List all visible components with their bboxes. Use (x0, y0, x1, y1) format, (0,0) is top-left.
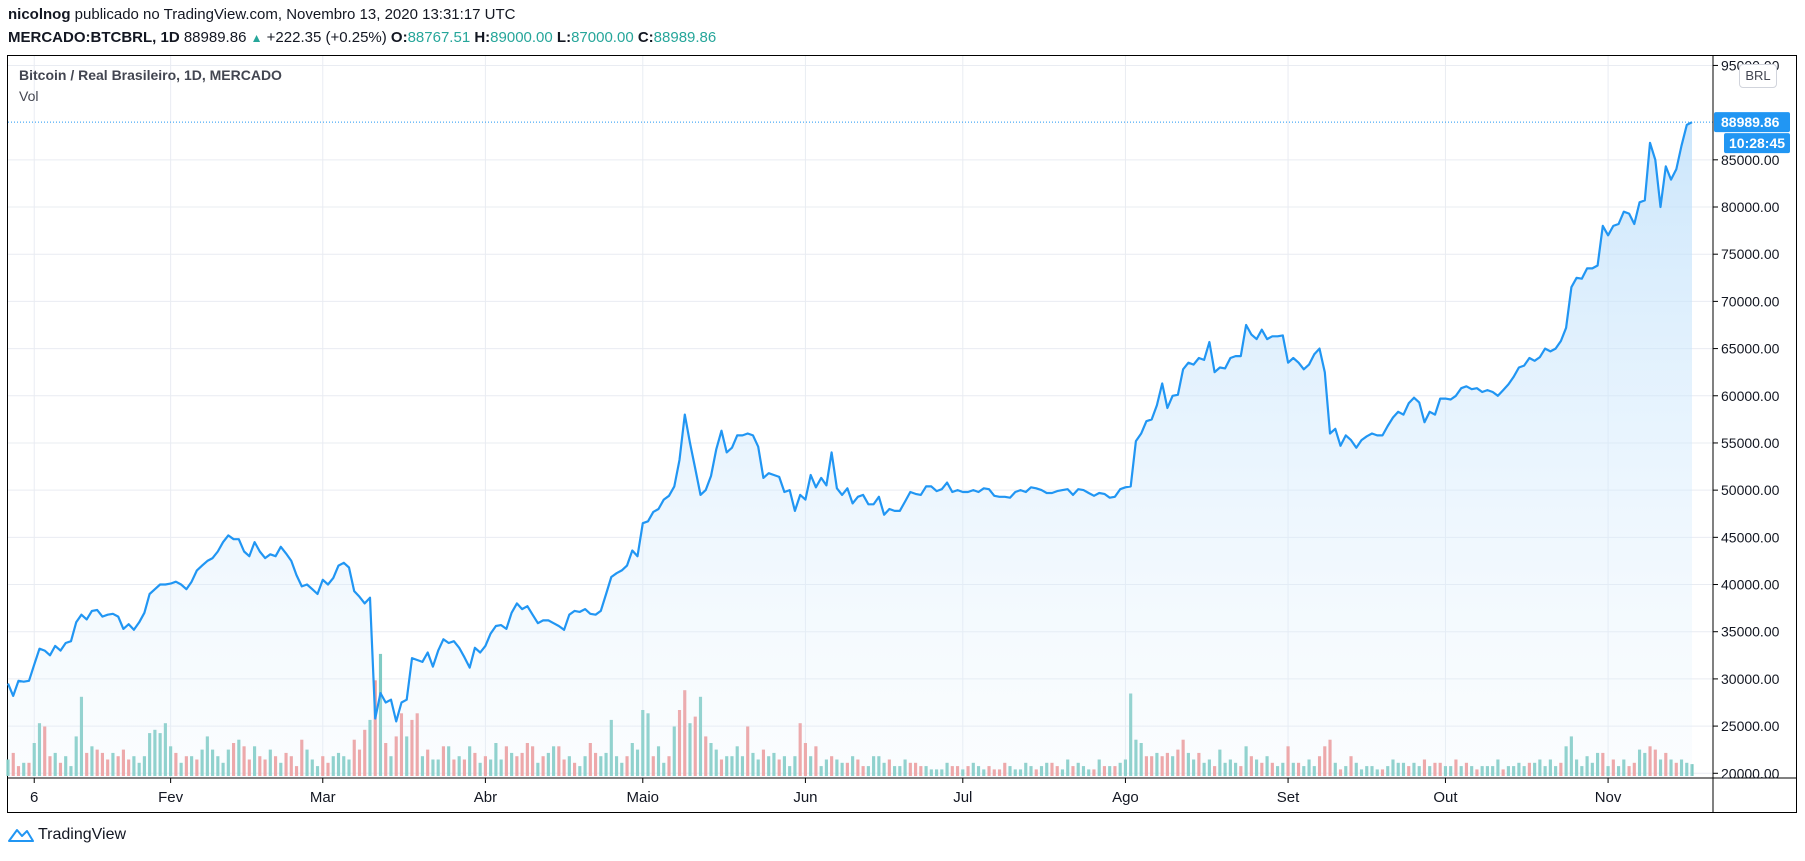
y-tick-label: 65000.00 (1721, 341, 1780, 357)
last-price: 88989.86 (183, 29, 247, 46)
y-tick-label: 30000.00 (1721, 671, 1780, 687)
symbol-label[interactable]: MERCADO:BTCBRL, 1D (8, 29, 180, 46)
y-tick-label: 55000.00 (1721, 435, 1780, 451)
publish-info: nicolnog publicado no TradingView.com, N… (8, 6, 516, 23)
footer-brand[interactable]: TradingView (8, 826, 126, 844)
price-area (6, 121, 1713, 778)
x-tick-label: Jun (793, 789, 817, 806)
price-tags: 88989.86 10:28:45 (1714, 112, 1790, 154)
low-label: L: (556, 29, 572, 46)
x-tick-label: Nov (1595, 789, 1622, 806)
y-tick-label: 80000.00 (1721, 199, 1780, 215)
currency-button[interactable]: BRL (1739, 64, 1777, 88)
y-tick-label: 45000.00 (1721, 529, 1780, 545)
y-tick-label: 70000.00 (1721, 293, 1780, 309)
y-tick-label: 20000.00 (1721, 765, 1780, 781)
price-change: +222.35 (+0.25%) (266, 29, 387, 46)
high-label: H: (474, 29, 491, 46)
price-chart[interactable]: 20000.00 25000.00 30000.00 35000.00 40000.00… (0, 0, 1805, 820)
chart-frame[interactable] (7, 55, 1797, 813)
x-tick-label: Maio (627, 789, 660, 806)
author-name[interactable]: nicolnog (8, 6, 71, 23)
x-tick-label: Ago (1112, 789, 1139, 806)
price-area-fill (8, 122, 1692, 778)
low-value: 87000.00 (571, 29, 634, 46)
close-value: 88989.86 (653, 29, 717, 46)
open-value: 88767.51 (407, 29, 471, 46)
x-tick-label: Abr (474, 789, 497, 806)
time-tag-label: 10:28:45 (1729, 135, 1785, 151)
up-arrow-icon: ▲ (250, 31, 263, 45)
x-tick-label: Set (1277, 789, 1300, 806)
x-tick-label: Out (1433, 789, 1458, 806)
price-line (6, 121, 1693, 723)
close-label: C: (637, 29, 654, 46)
x-tick-label: Jul (953, 789, 972, 806)
volume-legend[interactable]: Vol (19, 88, 39, 104)
axes: 20000.00 25000.00 30000.00 35000.00 40000.00… (8, 56, 1797, 813)
y-tick-label: 85000.00 (1721, 152, 1780, 168)
chart-legend-title[interactable]: Bitcoin / Real Brasileiro, 1D, MERCADO (19, 67, 282, 83)
y-tick-label: 35000.00 (1721, 624, 1780, 640)
time-tag (1724, 133, 1790, 154)
y-tick-label: 40000.00 (1721, 577, 1780, 593)
volume-bar (1690, 764, 1694, 776)
last-price-tag-label: 88989.86 (1721, 114, 1780, 130)
brand-name: TradingView (38, 826, 127, 843)
y-tick-label: 25000.00 (1721, 718, 1780, 734)
x-tick-label: Mar (310, 789, 336, 806)
y-tick-label: 75000.00 (1721, 246, 1780, 262)
high-value: 89000.00 (490, 29, 553, 46)
y-tick-label: 60000.00 (1721, 388, 1780, 404)
x-tick-label: Fev (158, 789, 184, 806)
tradingview-logo-icon (8, 829, 34, 842)
ohlc-bar: MERCADO:BTCBRL, 1D 88989.86 ▲ +222.35 (+… (8, 29, 716, 46)
published-text: publicado no TradingView.com, Novembro 1… (74, 6, 516, 23)
x-tick-label: 6 (30, 789, 38, 806)
y-tick-label: 50000.00 (1721, 482, 1780, 498)
last-price-tag (1714, 112, 1790, 133)
open-label: O: (390, 29, 408, 46)
